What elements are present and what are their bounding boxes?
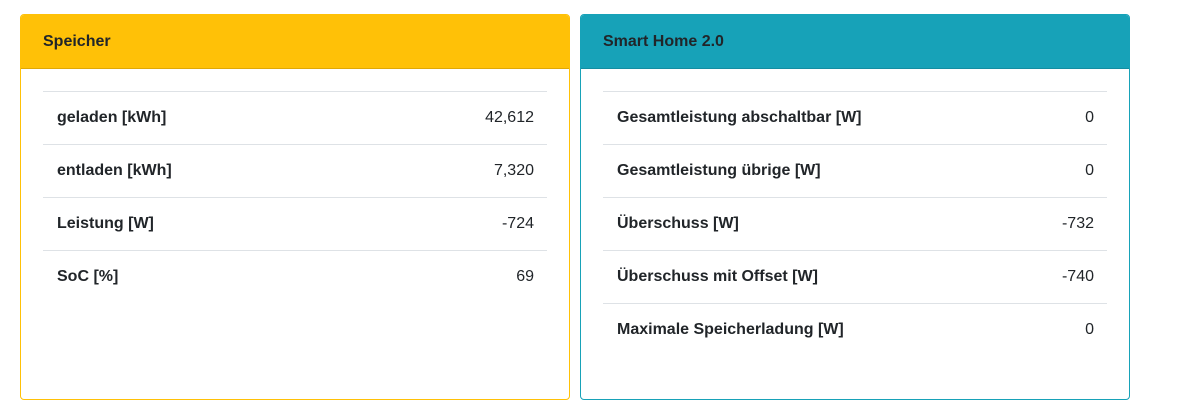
table-row: Überschuss [W] -732 bbox=[603, 197, 1107, 250]
storage-table: geladen [kWh] 42,612 entladen [kWh] 7,32… bbox=[21, 69, 569, 303]
row-label: entladen [kWh] bbox=[57, 162, 172, 179]
row-label: Leistung [W] bbox=[57, 215, 154, 232]
table-row: Gesamtleistung übrige [W] 0 bbox=[603, 144, 1107, 197]
row-label: Überschuss mit Offset [W] bbox=[617, 268, 818, 285]
table-row: Leistung [W] -724 bbox=[43, 197, 547, 250]
row-label: Gesamtleistung übrige [W] bbox=[617, 162, 821, 179]
row-value: -724 bbox=[501, 215, 534, 232]
storage-card-header: Speicher bbox=[21, 15, 569, 69]
row-label: Überschuss [W] bbox=[617, 215, 739, 232]
table-row: SoC [%] 69 bbox=[43, 250, 547, 303]
row-value: 0 bbox=[1085, 109, 1094, 126]
storage-card-title: Speicher bbox=[43, 32, 111, 50]
row-value: -732 bbox=[1061, 215, 1094, 232]
storage-card: Speicher geladen [kWh] 42,612 entladen [… bbox=[20, 14, 570, 400]
table-row: Überschuss mit Offset [W] -740 bbox=[603, 250, 1107, 303]
row-value: -740 bbox=[1061, 268, 1094, 285]
row-label: Gesamtleistung abschaltbar [W] bbox=[617, 109, 862, 126]
row-value: 0 bbox=[1085, 162, 1094, 179]
table-row: entladen [kWh] 7,320 bbox=[43, 144, 547, 197]
table-row: Maximale Speicherladung [W] 0 bbox=[603, 303, 1107, 356]
row-value: 7,320 bbox=[493, 162, 534, 179]
row-value: 69 bbox=[516, 268, 534, 285]
row-value: 0 bbox=[1085, 321, 1094, 338]
row-label: SoC [%] bbox=[57, 268, 119, 285]
smarthome-table: Gesamtleistung abschaltbar [W] 0 Gesamtl… bbox=[581, 69, 1129, 356]
row-label: Maximale Speicherladung [W] bbox=[617, 321, 844, 338]
smarthome-card-header: Smart Home 2.0 bbox=[581, 15, 1129, 69]
table-row: geladen [kWh] 42,612 bbox=[43, 91, 547, 144]
table-row: Gesamtleistung abschaltbar [W] 0 bbox=[603, 91, 1107, 144]
smarthome-card: Smart Home 2.0 Gesamtleistung abschaltba… bbox=[580, 14, 1130, 400]
row-label: geladen [kWh] bbox=[57, 109, 167, 126]
smarthome-card-title: Smart Home 2.0 bbox=[603, 32, 724, 50]
row-value: 42,612 bbox=[485, 109, 534, 126]
